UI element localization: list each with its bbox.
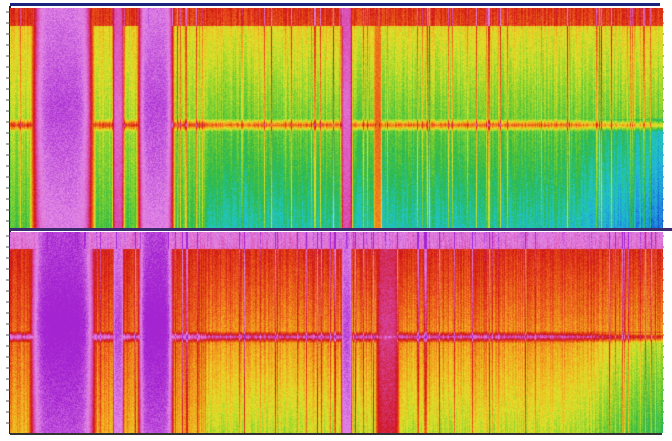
left-axis-ticks-channel-2 — [0, 232, 12, 433]
channel-divider — [10, 228, 672, 231]
spectrogram-channel-1[interactable] — [10, 8, 663, 228]
top-border — [10, 3, 660, 6]
spectrogram-canvas-channel-2 — [10, 232, 663, 433]
spectrogram-canvas-channel-1 — [10, 8, 663, 228]
spectrogram-channel-2[interactable] — [10, 232, 663, 433]
bottom-border — [10, 433, 662, 435]
left-axis-ticks-channel-1 — [0, 8, 12, 228]
